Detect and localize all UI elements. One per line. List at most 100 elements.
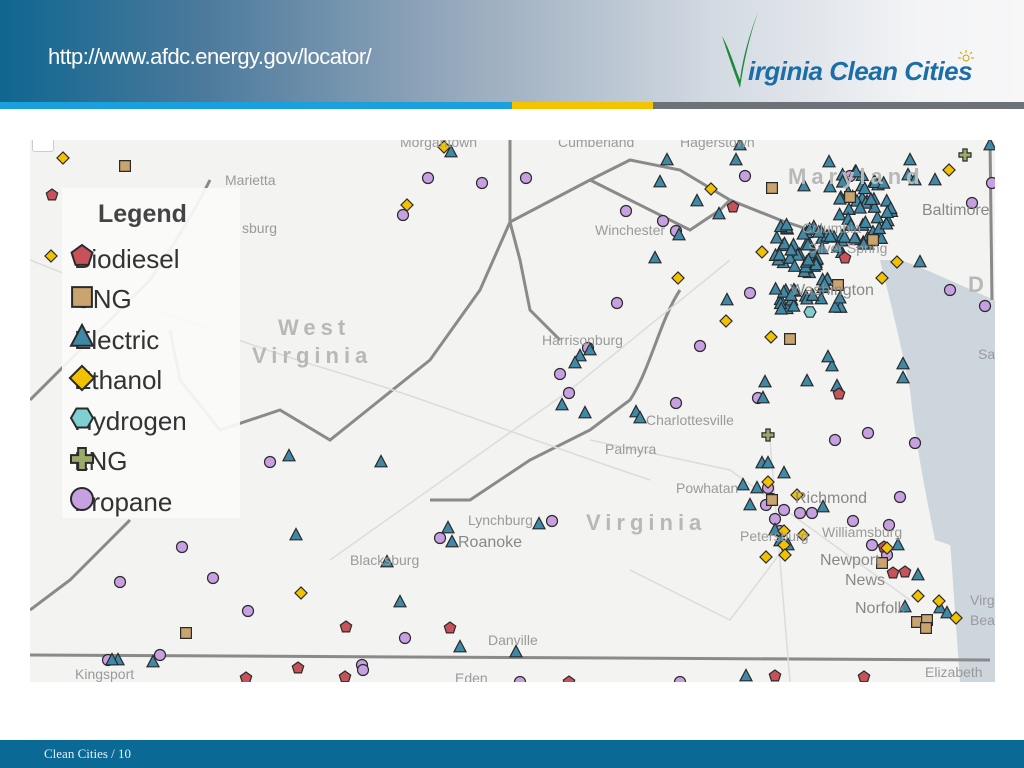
propane-station-marker[interactable] [738,169,752,183]
biodiesel-station-marker[interactable] [838,251,852,264]
propane-station-marker[interactable] [398,631,412,645]
electric-station-marker[interactable] [817,276,832,290]
propane-station-marker[interactable] [978,299,992,313]
ethanol-station-marker[interactable] [949,611,963,625]
electric-station-marker[interactable] [880,204,895,219]
electric-station-marker[interactable] [876,175,891,189]
ethanol-station-marker[interactable] [400,198,414,212]
hydrogen-station-marker[interactable] [803,306,817,318]
propane-station-marker[interactable] [206,571,220,585]
electric-station-marker[interactable] [690,193,704,207]
electric-station-marker[interactable] [825,358,839,372]
electric-station-marker[interactable] [940,605,954,619]
electric-station-marker[interactable] [380,554,394,568]
biodiesel-station-marker[interactable] [726,200,740,213]
propane-station-marker[interactable] [545,514,559,528]
electric-station-marker[interactable] [811,224,826,238]
electric-station-marker[interactable] [555,397,569,411]
electric-station-marker[interactable] [832,191,847,205]
propane-station-marker[interactable] [693,339,707,353]
biodiesel-station-marker[interactable] [339,620,353,633]
biodiesel-station-marker[interactable] [338,670,352,682]
propane-station-marker[interactable] [433,531,447,545]
electric-station-marker[interactable] [739,668,753,682]
electric-station-marker[interactable] [769,230,784,244]
electric-station-marker[interactable] [835,174,850,188]
propane-station-marker[interactable] [513,675,527,683]
propane-station-marker[interactable] [861,426,875,440]
electric-station-marker[interactable] [672,227,686,241]
electric-station-marker[interactable] [858,214,873,229]
electric-station-marker[interactable] [849,164,864,178]
electric-station-marker[interactable] [648,250,662,264]
ethanol-station-marker[interactable] [56,151,70,165]
electric-station-marker[interactable] [774,301,789,315]
propane-station-marker[interactable] [865,538,879,552]
electric-station-marker[interactable] [911,567,925,581]
propane-station-marker[interactable] [619,204,633,218]
electric-station-marker[interactable] [374,454,388,468]
electric-station-marker[interactable] [768,281,783,295]
electric-station-marker[interactable] [800,237,815,251]
biodiesel-station-marker[interactable] [768,669,782,682]
ethanol-station-marker[interactable] [761,475,775,489]
electric-station-marker[interactable] [896,370,910,384]
propane-station-marker[interactable] [153,648,167,662]
electric-station-marker[interactable] [933,600,947,614]
propane-station-marker[interactable] [673,675,687,683]
electric-station-marker[interactable] [573,348,587,362]
propane-station-marker[interactable] [175,540,189,554]
electric-station-marker[interactable] [879,216,894,230]
electric-station-marker[interactable] [282,448,296,462]
propane-station-marker[interactable] [396,208,410,222]
electric-station-marker[interactable] [816,499,830,513]
locator-url[interactable]: http://www.afdc.energy.gov/locator/ [48,44,372,69]
cng-station-marker[interactable] [919,622,933,634]
propane-station-marker[interactable] [965,196,979,210]
propane-station-marker[interactable] [610,296,624,310]
ethanol-station-marker[interactable] [755,245,769,259]
electric-station-marker[interactable] [743,497,757,511]
electric-station-marker[interactable] [868,174,883,189]
electric-station-marker[interactable] [568,355,582,369]
electric-station-marker[interactable] [750,480,764,494]
electric-station-marker[interactable] [729,152,743,166]
electric-station-marker[interactable] [784,242,799,256]
ethanol-station-marker[interactable] [875,271,889,285]
biodiesel-station-marker[interactable] [45,188,59,201]
electric-station-marker[interactable] [898,599,912,613]
cng-station-marker[interactable] [831,279,845,291]
propane-station-marker[interactable] [943,283,957,297]
electric-station-marker[interactable] [821,349,835,363]
electric-station-marker[interactable] [756,390,770,404]
electric-station-marker[interactable] [736,477,750,491]
electric-station-marker[interactable] [783,250,798,264]
electric-station-marker[interactable] [801,252,816,266]
biodiesel-station-marker[interactable] [857,670,871,682]
electric-station-marker[interactable] [772,247,787,261]
propane-station-marker[interactable] [777,503,791,517]
biodiesel-station-marker[interactable] [898,565,912,578]
propane-station-marker[interactable] [908,436,922,450]
electric-station-marker[interactable] [863,191,878,206]
electric-station-marker[interactable] [393,594,407,608]
cng-station-marker[interactable] [765,494,779,506]
electric-station-marker[interactable] [509,644,523,658]
propane-station-marker[interactable] [893,490,907,504]
propane-station-marker[interactable] [553,367,567,381]
ethanol-station-marker[interactable] [719,314,733,328]
electric-station-marker[interactable] [832,290,847,304]
electric-station-marker[interactable] [843,217,858,231]
propane-station-marker[interactable] [828,433,842,447]
propane-station-marker[interactable] [421,171,435,185]
propane-station-marker[interactable] [263,455,277,469]
propane-station-marker[interactable] [669,396,683,410]
propane-station-marker[interactable] [356,663,370,677]
cng-station-marker[interactable] [875,557,889,569]
ethanol-station-marker[interactable] [880,541,894,555]
biodiesel-station-marker[interactable] [443,621,457,634]
biodiesel-station-marker[interactable] [562,675,576,682]
ethanol-station-marker[interactable] [704,182,718,196]
electric-station-marker[interactable] [901,167,915,181]
propane-station-marker[interactable] [241,604,255,618]
